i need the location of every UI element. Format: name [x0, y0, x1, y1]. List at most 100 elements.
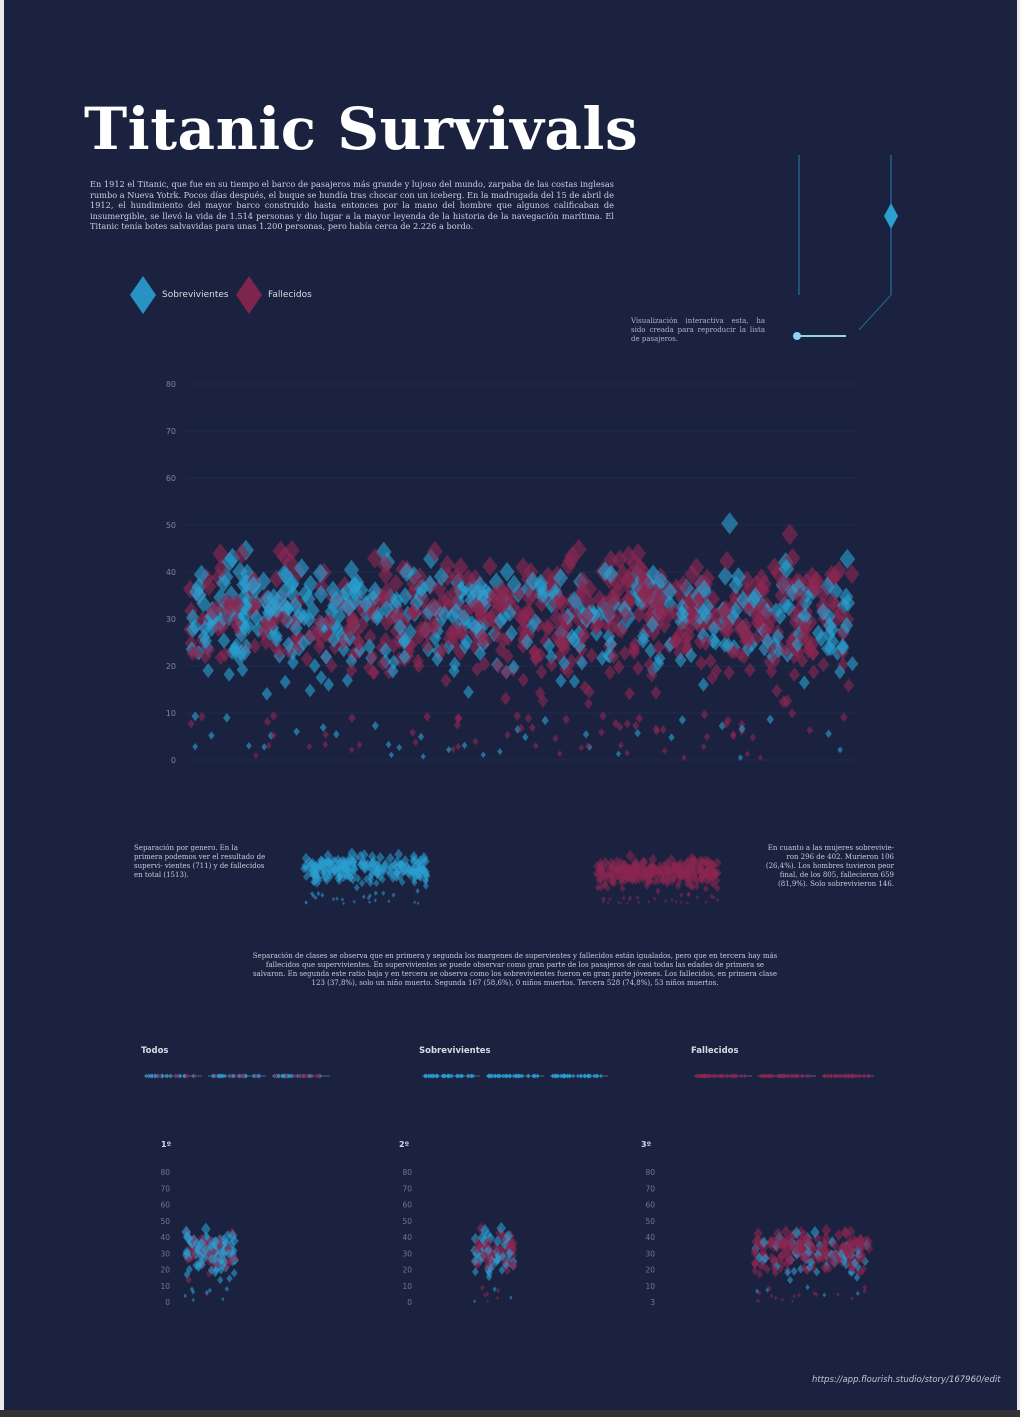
deceased-point — [643, 657, 656, 673]
survivor-point — [855, 1290, 860, 1296]
deceased-point — [409, 728, 416, 737]
deceased-gender-chart[interactable] — [590, 816, 725, 908]
survivor-point — [249, 609, 264, 627]
survivor-point — [442, 1073, 446, 1079]
y-tick-label: 10 — [166, 709, 176, 718]
deceased-point — [847, 1263, 855, 1273]
deceased-point — [528, 723, 536, 733]
survivor-point — [520, 633, 534, 651]
survivor-point — [428, 1073, 433, 1079]
deceased-point — [534, 647, 547, 664]
deceased-point — [659, 872, 667, 883]
y-tick-label: 60 — [166, 474, 176, 483]
deceased-point — [715, 897, 720, 903]
deceased-point — [719, 550, 735, 572]
survivor-point — [212, 1265, 220, 1275]
survivor-point — [634, 728, 641, 738]
survivor-point — [373, 879, 380, 888]
passenger-point — [175, 1073, 180, 1079]
survivor-point — [196, 594, 211, 613]
survivor-point — [387, 654, 400, 670]
y-tick-label: 0 — [171, 756, 176, 765]
deceased-point — [487, 1256, 495, 1267]
filter-widget[interactable] — [784, 150, 914, 350]
survivor-point — [759, 1236, 769, 1248]
survivor-point — [761, 632, 774, 650]
survivor-point — [228, 640, 241, 657]
deceased-point — [651, 593, 666, 612]
survivor-point — [565, 1073, 570, 1079]
deceased-point — [426, 597, 441, 616]
survivor-point — [388, 751, 394, 759]
survivor-point — [279, 674, 291, 690]
survivor-point — [201, 1222, 211, 1236]
deceased-point — [501, 629, 515, 647]
deceased-point — [793, 587, 808, 606]
survivor-point — [522, 733, 529, 742]
survivor-point — [320, 892, 325, 898]
second-class-chart[interactable]: 0 10 20 30 40 50 60 70 80 — [386, 1160, 536, 1310]
deceased-point — [356, 741, 363, 749]
survivor-point — [558, 655, 571, 671]
survivor-point — [446, 746, 452, 754]
survivors-gender-chart[interactable] — [298, 808, 433, 908]
deceased-point — [472, 737, 479, 746]
survivor-point — [367, 851, 377, 863]
deceased-point — [480, 1284, 485, 1291]
deceased-point — [704, 867, 713, 878]
legend-survivors[interactable]: Sobrevivientes — [130, 276, 229, 314]
deceased-point — [769, 652, 781, 669]
survivor-point — [312, 872, 320, 882]
group-strips-chart[interactable] — [134, 1066, 874, 1086]
deceased-point — [783, 1253, 792, 1264]
deceased-point — [582, 593, 597, 612]
survivor-point — [555, 673, 567, 688]
deceased-point — [770, 563, 786, 584]
deceased-point — [592, 589, 607, 609]
deceased-point — [750, 613, 765, 632]
deceased-point — [230, 595, 245, 614]
deceased-point — [184, 602, 198, 620]
deceased-point — [632, 660, 644, 676]
third-class-chart[interactable]: 3 10 20 30 40 50 60 70 80 — [629, 1160, 879, 1310]
deceased-point — [453, 720, 461, 730]
survivor-point — [394, 848, 404, 861]
deceased-point — [608, 860, 617, 871]
survivor-point — [261, 589, 276, 608]
survivor-point — [718, 721, 726, 731]
deceased-point — [393, 610, 407, 628]
deceased-point — [664, 865, 673, 876]
deceased-point — [801, 635, 815, 652]
survivor-point — [311, 893, 316, 899]
deceased-point — [635, 713, 644, 724]
footer-url[interactable]: https://app.flourish.studio/story/167960… — [812, 1375, 1001, 1385]
survivor-point — [568, 674, 580, 689]
deceased-point — [845, 1258, 853, 1269]
survivor-point — [464, 590, 479, 610]
deceased-point — [844, 1250, 853, 1262]
survivor-point — [306, 868, 314, 878]
deceased-point — [857, 1249, 866, 1260]
legend-deceased[interactable]: Fallecidos — [236, 276, 312, 314]
survivor-point — [390, 859, 399, 870]
first-class-chart[interactable]: 0 10 20 30 40 50 60 70 80 — [144, 1160, 254, 1310]
survivor-point — [217, 632, 231, 649]
survivor-point — [365, 862, 373, 873]
survivor-point — [223, 667, 235, 682]
survivor-point — [310, 891, 315, 897]
deceased-point — [487, 585, 502, 605]
survivor-point — [196, 1238, 206, 1250]
deceased-point — [681, 596, 696, 615]
deceased-point — [605, 867, 614, 878]
survivor-point — [301, 852, 311, 864]
survivor-point — [197, 1251, 206, 1262]
deceased-point — [501, 648, 514, 665]
survivor-point — [850, 1257, 859, 1268]
deceased-point — [535, 664, 548, 680]
slider-handle[interactable] — [793, 332, 801, 340]
y-tick-label: 60 — [160, 1201, 170, 1210]
survivor-point — [221, 1297, 225, 1302]
deceased-point — [537, 694, 549, 708]
main-scatter-chart[interactable]: 0 10 20 30 40 50 60 70 80 — [154, 372, 869, 772]
deceased-point — [426, 540, 443, 562]
